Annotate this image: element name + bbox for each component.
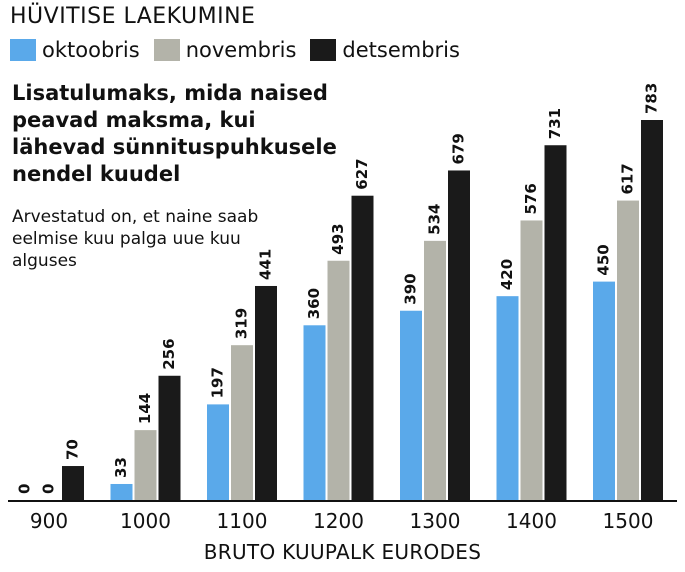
legend: oktoobris novembris detsembris <box>10 38 474 62</box>
bar-detsembris-1000 <box>158 375 181 500</box>
data-label-novembris-1100: 319 <box>233 308 251 339</box>
legend-swatch-oktoobris <box>10 39 36 61</box>
legend-label-novembris: novembris <box>185 38 297 62</box>
data-label-detsembris-1100: 441 <box>257 249 275 280</box>
x-tick-label-1300: 1300 <box>410 509 461 533</box>
x-tick-label-1100: 1100 <box>217 509 268 533</box>
legend-swatch-detsembris <box>310 39 337 61</box>
data-label-novembris-1400: 576 <box>522 183 540 214</box>
bar-novembris-1200 <box>327 260 350 500</box>
data-label-novembris-1200: 493 <box>329 223 347 254</box>
data-label-novembris-1000: 144 <box>136 393 154 424</box>
data-label-oktoobris-1100: 197 <box>209 367 227 398</box>
chart-subtitle: Lisatulumaks, mida naised peavad maksma,… <box>12 81 337 186</box>
bar-detsembris-1200 <box>351 195 374 501</box>
data-label-novembris-1500: 617 <box>619 163 637 194</box>
x-axis-label: BRUTO KUUPALK EURODES <box>203 540 482 564</box>
chart-note: Arvestatud on, et naine saab eelmise kuu… <box>12 207 259 271</box>
bar-oktoobris-1000 <box>110 483 133 500</box>
legend-label-oktoobris: oktoobris <box>42 38 140 62</box>
bar-detsembris-1300 <box>448 170 470 500</box>
bar-novembris-1500 <box>617 200 639 500</box>
bar-detsembris-900 <box>62 466 84 500</box>
data-label-detsembris-900: 70 <box>64 439 82 460</box>
data-label-oktoobris-1000: 33 <box>112 457 130 478</box>
x-tick-label-1500: 1500 <box>603 509 654 533</box>
bar-oktoobris-1300 <box>400 310 422 500</box>
bar-detsembris-1100 <box>255 285 277 500</box>
data-label-detsembris-1200: 627 <box>353 158 371 189</box>
data-label-detsembris-1500: 783 <box>643 83 661 114</box>
bar-detsembris-1400 <box>544 145 567 500</box>
bar-oktoobris-1100 <box>207 404 229 500</box>
legend-item-novembris: novembris <box>153 38 297 62</box>
data-label-oktoobris-1500: 450 <box>595 244 613 275</box>
data-label-oktoobris-1300: 390 <box>402 273 420 304</box>
bar-novembris-1000 <box>134 430 157 500</box>
data-label-novembris-1300: 534 <box>426 204 444 235</box>
data-label-novembris-900: 0 <box>40 484 58 494</box>
data-label-detsembris-1000: 256 <box>160 338 178 369</box>
chart-title: HÜVITISE LAEKUMINE <box>10 4 256 29</box>
bar-novembris-1400 <box>520 220 543 500</box>
legend-item-detsembris: detsembris <box>310 38 460 62</box>
x-tick-label-900: 900 <box>30 509 68 533</box>
x-tick-label-1000: 1000 <box>120 509 171 533</box>
x-tick-label-1400: 1400 <box>506 509 557 533</box>
bar-oktoobris-1200 <box>303 325 326 500</box>
data-label-detsembris-1300: 679 <box>450 133 468 164</box>
x-tick-label-1200: 1200 <box>313 509 364 533</box>
data-label-oktoobris-900: 0 <box>16 484 34 494</box>
data-label-oktoobris-1200: 360 <box>305 288 323 319</box>
bar-novembris-1100 <box>231 345 253 500</box>
bar-detsembris-1500 <box>641 120 663 500</box>
data-label-detsembris-1400: 731 <box>546 108 564 139</box>
legend-item-oktoobris: oktoobris <box>10 38 140 62</box>
legend-swatch-novembris <box>153 39 180 61</box>
bar-novembris-1300 <box>424 240 446 501</box>
bar-oktoobris-1400 <box>496 296 519 500</box>
data-label-oktoobris-1400: 420 <box>498 259 516 290</box>
bar-oktoobris-1500 <box>593 281 615 500</box>
legend-label-detsembris: detsembris <box>342 38 460 62</box>
